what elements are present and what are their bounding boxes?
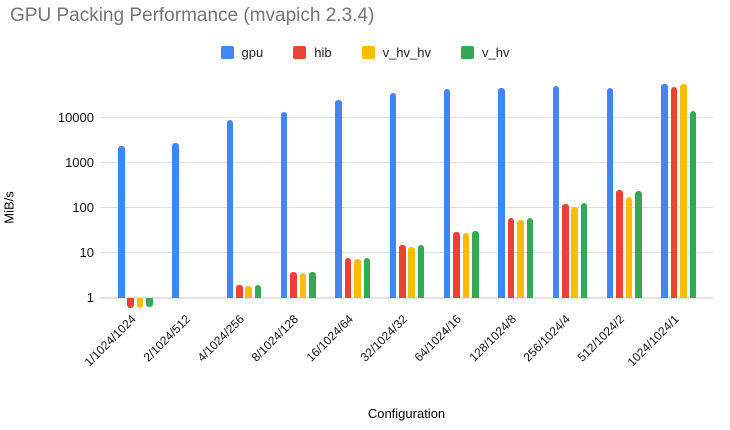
gridline <box>100 117 713 119</box>
gridline <box>100 162 713 164</box>
legend-label: hib <box>314 44 332 60</box>
bar-gpu-128/1024/8 <box>498 87 505 298</box>
bar-gpu-1024/1024/1 <box>661 83 668 298</box>
bar-hib-16/1024/64 <box>344 258 352 298</box>
x-axis-baseline <box>100 297 713 299</box>
x-tick-label: 256/1024/4 <box>520 312 573 365</box>
bar-v_hv_hv-256/1024/4 <box>571 206 578 298</box>
bar-hib-4/1024/256 <box>236 285 243 298</box>
bar-v_hv-256/1024/4 <box>580 203 588 298</box>
bar-v_hv_hv-1024/1024/1 <box>680 83 687 298</box>
x-tick-label: 32/1024/32 <box>357 312 410 365</box>
bar-gpu-32/1024/32 <box>389 92 397 298</box>
bar-hib-1/1024/1024 <box>127 298 134 308</box>
legend-label: gpu <box>241 44 264 60</box>
legend-label: v_hv_hv <box>382 44 431 60</box>
x-tick-label: 2/1024/512 <box>140 312 193 365</box>
x-tick-label: 16/1024/64 <box>303 312 356 365</box>
bar-gpu-512/1024/2 <box>606 87 614 298</box>
bar-v_hv-128/1024/8 <box>526 217 533 298</box>
x-tick-label: 512/1024/2 <box>574 312 628 365</box>
bar-v_hv_hv-1/1024/1024 <box>136 298 144 308</box>
bar-v_hv_hv-512/1024/2 <box>625 197 633 298</box>
bar-v_hv_hv-64/1024/16 <box>462 233 470 298</box>
y-tick-label: 100 <box>72 199 94 215</box>
bar-v_hv_hv-4/1024/256 <box>245 286 252 298</box>
bar-hib-1024/1024/1 <box>670 86 678 298</box>
bar-gpu-4/1024/256 <box>226 120 234 298</box>
bar-v_hv-1/1024/1024 <box>146 298 153 308</box>
legend-item-v_hv: v_hv <box>461 45 509 60</box>
x-tick-label: 1/1024/1024 <box>81 312 139 370</box>
bar-gpu-256/1024/4 <box>552 86 560 298</box>
legend-item-gpu: gpu <box>220 44 264 60</box>
legend-label: v_hv <box>482 44 510 60</box>
legend-swatch-v_hv_hv <box>361 45 375 59</box>
chart-legend: gpu hib v_hv_hv v_hv <box>0 42 730 62</box>
bar-v_hv-512/1024/2 <box>635 191 642 298</box>
legend-swatch-gpu <box>220 45 234 59</box>
bar-gpu-64/1024/16 <box>443 89 451 298</box>
bar-gpu-8/1024/128 <box>280 111 288 298</box>
y-tick-label: 1000 <box>65 154 94 170</box>
bar-v_hv_hv-32/1024/32 <box>408 247 415 298</box>
bar-v_hv-16/1024/64 <box>363 258 371 298</box>
y-tick-label: 10000 <box>57 109 94 125</box>
bar-hib-256/1024/4 <box>562 204 569 298</box>
bar-hib-8/1024/128 <box>290 272 297 298</box>
legend-item-hib: hib <box>293 44 332 60</box>
bar-v_hv_hv-8/1024/128 <box>299 272 307 298</box>
legend-item-v_hv_hv: v_hv_hv <box>361 44 431 60</box>
x-tick-label: 64/1024/16 <box>411 312 465 365</box>
x-tick-label: 4/1024/256 <box>194 312 247 365</box>
chart-title: GPU Packing Performance (mvapich 2.3.4) <box>10 5 375 26</box>
bar-gpu-16/1024/64 <box>335 99 342 298</box>
x-axis-title: Configuration <box>367 406 446 421</box>
x-tick-label: 8/1024/128 <box>248 312 302 365</box>
bar-v_hv-8/1024/128 <box>309 272 316 298</box>
y-tick-label: 10 <box>79 244 94 260</box>
bar-gpu-1/1024/1024 <box>118 146 125 298</box>
y-tick-label: 1 <box>86 290 94 305</box>
x-tick-label: 1024/1024/1 <box>624 312 682 370</box>
bar-v_hv-64/1024/16 <box>472 231 479 298</box>
bar-v_hv-1024/1024/1 <box>689 111 696 298</box>
gridline <box>100 207 713 209</box>
y-axis-title: MiB/s <box>1 191 17 224</box>
bar-gpu-2/1024/512 <box>172 142 179 298</box>
gridline <box>100 252 713 254</box>
bar-v_hv-32/1024/32 <box>417 244 425 298</box>
bar-hib-512/1024/2 <box>616 189 623 298</box>
legend-swatch-v_hv <box>461 45 474 59</box>
bar-hib-64/1024/16 <box>453 232 460 298</box>
bar-hib-128/1024/8 <box>507 217 515 298</box>
bar-v_hv_hv-128/1024/8 <box>517 219 524 298</box>
x-tick-label: 128/1024/8 <box>466 312 519 365</box>
legend-swatch-hib <box>293 45 307 59</box>
bar-v_hv-4/1024/256 <box>254 285 262 298</box>
bar-v_hv_hv-16/1024/64 <box>354 259 361 298</box>
bar-hib-32/1024/32 <box>399 244 406 298</box>
